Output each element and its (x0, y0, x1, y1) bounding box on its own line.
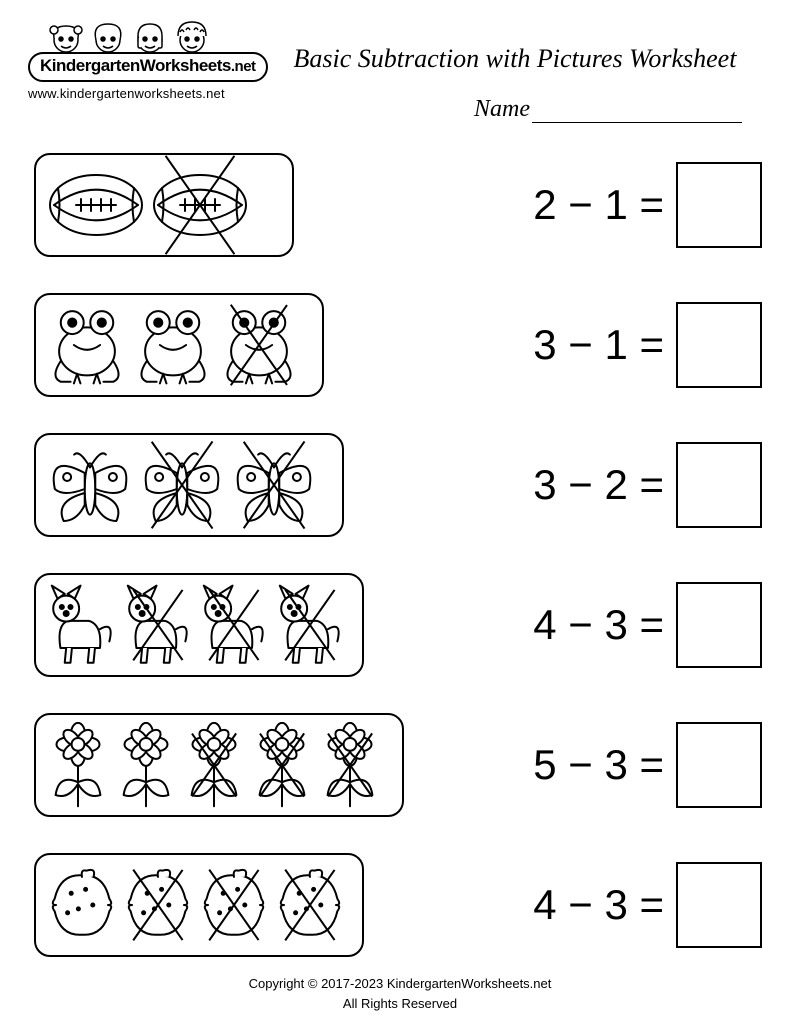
logo-banner: KindergartenWorksheets.net (28, 52, 268, 82)
lemon-icon-crossed (198, 866, 270, 944)
rights-line: All Rights Reserved (0, 994, 800, 1014)
problem-row: 4 − 3 = (34, 853, 766, 957)
problem-row: 3 − 1 = (34, 293, 766, 397)
equation-text: 4 − 3 = (533, 881, 664, 929)
butterfly-icon-crossed (138, 445, 226, 525)
lemon-icon-crossed (122, 866, 194, 944)
answer-box[interactable] (676, 862, 762, 948)
equation: 3 − 2 = (366, 442, 766, 528)
answer-box[interactable] (676, 722, 762, 808)
picture-box (34, 853, 364, 957)
picture-box (34, 433, 344, 537)
title-block: Basic Subtraction with Pictures Workshee… (288, 18, 772, 123)
flower-icon-crossed (318, 722, 382, 808)
frog-icon-crossed (218, 305, 300, 385)
logo-banner-tld: .net (231, 58, 256, 75)
dog-icon-crossed (122, 584, 194, 666)
picture-box (34, 293, 324, 397)
problem-row: 2 − 1 = (34, 153, 766, 257)
frog-icon (46, 305, 128, 385)
header: KindergartenWorksheets.net www.kindergar… (28, 18, 772, 123)
answer-box[interactable] (676, 442, 762, 528)
logo-banner-main: KindergartenWorksheets (40, 56, 231, 75)
logo-url: www.kindergartenworksheets.net (28, 86, 225, 101)
name-label: Name (474, 96, 530, 122)
equation: 4 − 3 = (386, 862, 766, 948)
football-icon-crossed (150, 171, 250, 239)
equation: 4 − 3 = (386, 582, 766, 668)
problem-row: 4 − 3 = (34, 573, 766, 677)
worksheet-title: Basic Subtraction with Pictures Workshee… (294, 44, 772, 74)
answer-box[interactable] (676, 582, 762, 668)
problems-list: 2 − 1 = 3 − 1 = 3 − 2 = 4 − 3 = 5 − 3 = 4 − 3… (28, 153, 772, 957)
copyright-line: Copyright © 2017-2023 KindergartenWorksh… (0, 974, 800, 994)
name-row: Name (288, 96, 772, 123)
equation: 5 − 3 = (426, 722, 766, 808)
logo-block: KindergartenWorksheets.net www.kindergar… (28, 18, 268, 101)
dog-icon-crossed (274, 584, 346, 666)
lemon-icon (46, 866, 118, 944)
equation-text: 3 − 1 = (533, 321, 664, 369)
equation-text: 4 − 3 = (533, 601, 664, 649)
equation: 2 − 1 = (316, 162, 766, 248)
answer-box[interactable] (676, 302, 762, 388)
dog-icon (46, 584, 118, 666)
flower-icon-crossed (250, 722, 314, 808)
problem-row: 5 − 3 = (34, 713, 766, 817)
equation-text: 2 − 1 = (533, 181, 664, 229)
flower-icon-crossed (182, 722, 246, 808)
flower-icon (114, 722, 178, 808)
flower-icon (46, 722, 110, 808)
dog-icon-crossed (198, 584, 270, 666)
equation-text: 3 − 2 = (533, 461, 664, 509)
football-icon (46, 171, 146, 239)
frog-icon (132, 305, 214, 385)
equation: 3 − 1 = (346, 302, 766, 388)
footer: Copyright © 2017-2023 KindergartenWorksh… (0, 974, 800, 1013)
butterfly-icon (46, 445, 134, 525)
problem-row: 3 − 2 = (34, 433, 766, 537)
name-input-line[interactable] (532, 101, 742, 123)
answer-box[interactable] (676, 162, 762, 248)
picture-box (34, 713, 404, 817)
equation-text: 5 − 3 = (533, 741, 664, 789)
butterfly-icon-crossed (230, 445, 318, 525)
lemon-icon-crossed (274, 866, 346, 944)
picture-box (34, 153, 294, 257)
picture-box (34, 573, 364, 677)
